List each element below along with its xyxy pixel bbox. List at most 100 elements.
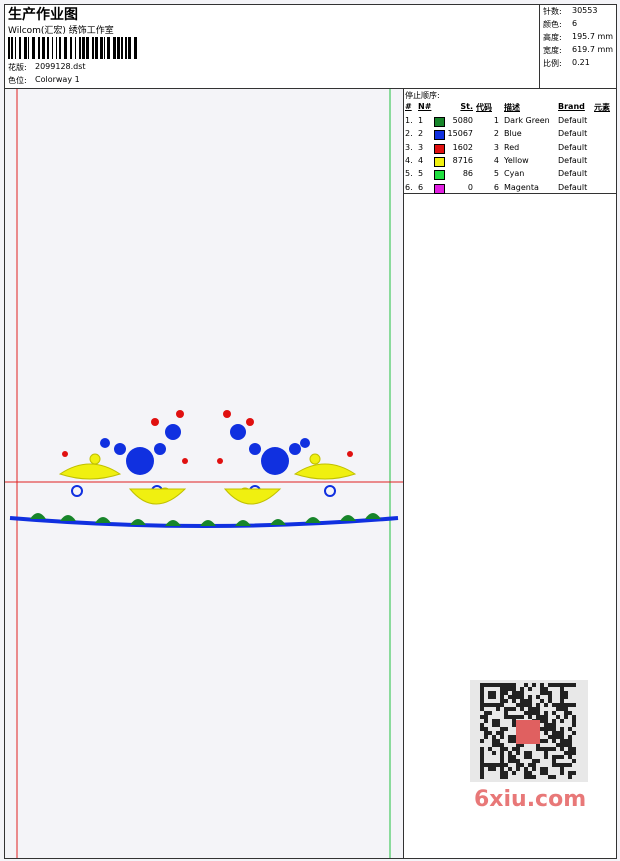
qr-cell (504, 715, 508, 719)
qr-cell (524, 767, 528, 771)
qr-cell (540, 771, 544, 775)
qr-cell (524, 699, 528, 703)
qr-cell (564, 743, 568, 747)
qr-cell (532, 707, 536, 711)
qr-cell (528, 703, 532, 707)
column-header: 代码 (476, 103, 492, 112)
qr-cell (528, 707, 532, 711)
qr-cell (488, 763, 492, 767)
qr-cell (480, 775, 484, 779)
qr-cell (480, 767, 484, 771)
qr-cell (508, 715, 512, 719)
row-code: 1 (493, 116, 499, 125)
qr-cell (556, 755, 560, 759)
column-header: # (405, 102, 412, 111)
qr-cell (540, 691, 544, 695)
qr-cell (568, 683, 572, 687)
qr-cell (528, 771, 532, 775)
qr-cell (484, 763, 488, 767)
row-n: 6 (418, 182, 424, 192)
qr-cell (508, 735, 512, 739)
table-title: 停止顺序: (405, 91, 440, 100)
qr-cell (532, 759, 536, 763)
qr-cell (524, 683, 528, 687)
qr-cell (496, 719, 500, 723)
info-label: 高度: (543, 33, 562, 42)
row-stitches: 1602 (452, 142, 473, 152)
color-swatch (434, 143, 445, 154)
qr-cell (504, 683, 508, 687)
qr-cell (492, 739, 496, 743)
qr-logo (516, 720, 540, 744)
qr-cell (568, 775, 572, 779)
qr-cell (536, 703, 540, 707)
row-index: 6. (405, 182, 413, 192)
qr-cell (560, 755, 564, 759)
qr-cell (492, 735, 496, 739)
qr-cell (556, 743, 560, 747)
qr-cell (568, 751, 572, 755)
qr-cell (480, 695, 484, 699)
qr-cell (500, 771, 504, 775)
qr-cell (480, 739, 484, 743)
qr-cell (556, 735, 560, 739)
qr-cell (560, 747, 564, 751)
qr-cell (540, 699, 544, 703)
qr-cell (512, 707, 516, 711)
bar (107, 37, 110, 59)
qr-cell (484, 719, 488, 723)
qr-cell (516, 691, 520, 695)
qr-cell (528, 687, 532, 691)
row-n: 1 (418, 116, 424, 125)
title: 生产作业图 (8, 7, 78, 23)
qr-cell (488, 747, 492, 751)
qr-cell (484, 703, 488, 707)
watermark: 6xiu.com (474, 787, 587, 812)
qr-cell (564, 691, 568, 695)
bar (121, 37, 123, 59)
qr-cell (560, 763, 564, 767)
column-header: 元素 (594, 103, 610, 112)
qr-cell (544, 723, 548, 727)
qr-cell (568, 743, 572, 747)
qr-cell (568, 763, 572, 767)
qr-cell (500, 727, 504, 731)
qr-cell (560, 695, 564, 699)
qr-cell (564, 751, 568, 755)
qr-cell (492, 743, 496, 747)
qr-cell (572, 771, 576, 775)
qr-cell (512, 683, 516, 687)
row-stitches: 8716 (452, 155, 473, 165)
qr-cell (508, 739, 512, 743)
qr-cell (480, 723, 484, 727)
qr-cell (540, 683, 544, 687)
row-index: 1. (405, 116, 413, 125)
qr-cell (528, 715, 532, 719)
bar (47, 37, 49, 59)
qr-cell (544, 719, 548, 723)
qr-cell (480, 727, 484, 731)
qr-cell (492, 719, 496, 723)
qr-cell (524, 751, 528, 755)
row-description: Yellow (504, 155, 529, 165)
drawing (5, 89, 403, 858)
barcode (8, 37, 137, 59)
qr-cell (500, 735, 504, 739)
qr-cell (564, 703, 568, 707)
qr-cell (508, 759, 512, 763)
qr-cell (492, 695, 496, 699)
qr-cell (540, 767, 544, 771)
bar (128, 37, 131, 59)
qr-cell (540, 687, 544, 691)
qr-cell (528, 763, 532, 767)
row-index: 4. (405, 155, 413, 165)
column-header: N# (418, 102, 432, 111)
qr-cell (512, 715, 516, 719)
qr-cell (540, 719, 544, 723)
qr-cell (524, 703, 528, 707)
qr-cell (552, 755, 556, 759)
qr-cell (508, 755, 512, 759)
qr-cell (512, 719, 516, 723)
qr-cell (496, 723, 500, 727)
